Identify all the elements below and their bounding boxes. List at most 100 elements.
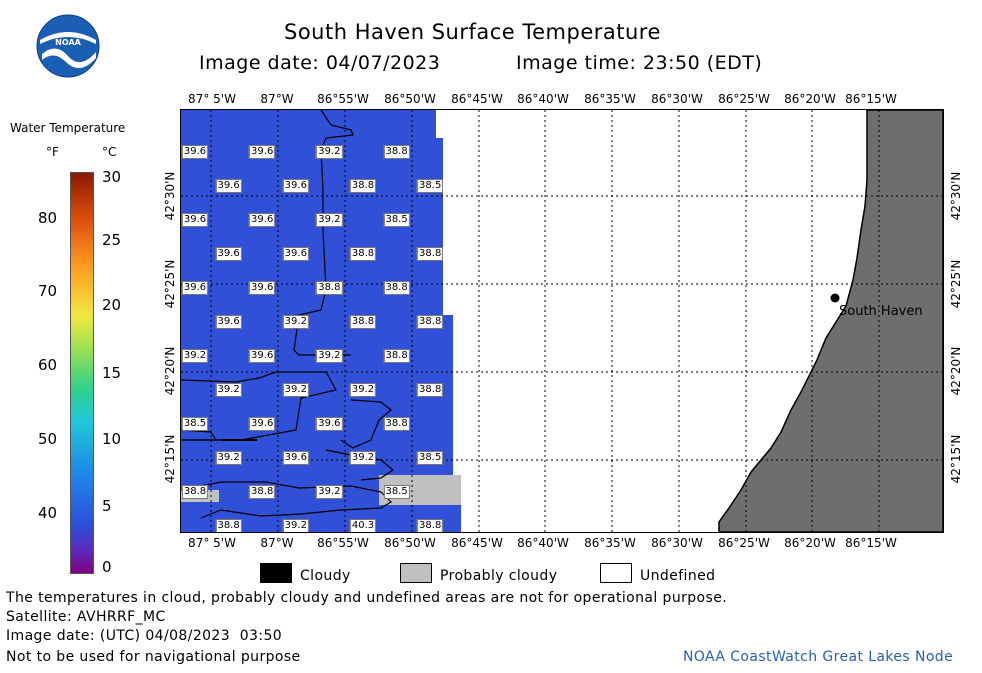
scale-f-tick: 70 <box>38 282 58 300</box>
temperature-value-label: 39.6 <box>316 417 343 431</box>
temperature-value-label: 40.3 <box>349 519 377 532</box>
latitude-label: 42°15'N <box>163 434 177 484</box>
noaa-logo-text: NOAA <box>55 38 81 47</box>
utc-date: Image date: (UTC) 04/08/2023 03:50 <box>6 628 283 644</box>
longitude-label: 86°35'W <box>584 536 636 550</box>
longitude-label: 86°45'W <box>451 536 503 550</box>
temperature-value-label: 38.8 <box>349 315 377 329</box>
temperature-value-label: 38.5 <box>417 179 444 193</box>
probably-cloudy-swatch <box>400 563 432 583</box>
temperature-value-label: 38.8 <box>383 417 410 431</box>
temperature-value-label: 39.6 <box>249 417 276 431</box>
color-scale-bar <box>70 172 94 574</box>
temperature-value-label: 39.2 <box>349 451 377 465</box>
longitude-label: 87°W <box>260 536 294 550</box>
temperature-value-label: 39.2 <box>316 349 343 363</box>
temperature-value-label: 39.6 <box>215 179 242 193</box>
scale-unit-c: °C <box>102 145 117 159</box>
temperature-value-label: 39.2 <box>282 519 309 532</box>
longitude-label: 86°40'W <box>517 92 569 106</box>
scale-f-tick: 40 <box>38 504 58 522</box>
temperature-value-label: 39.6 <box>249 349 276 363</box>
temperature-value-label: 39.2 <box>349 383 377 397</box>
longitude-label: 86°25'W <box>718 92 770 106</box>
satellite-info: Satellite: AVHRRF_MC <box>6 609 166 625</box>
temperature-value-label: 39.2 <box>181 349 209 363</box>
credit-link[interactable]: NOAA CoastWatch Great Lakes Node <box>683 649 954 665</box>
longitude-label: 86°50'W <box>384 536 436 550</box>
longitude-label: 86°35'W <box>584 92 636 106</box>
temperature-value-label: 39.6 <box>282 451 309 465</box>
temperature-value-label: 38.8 <box>349 179 377 193</box>
scale-c-tick: 0 <box>102 558 112 576</box>
temperature-value-label: 38.8 <box>417 383 444 397</box>
longitude-label: 86°15'W <box>845 92 897 106</box>
temperature-value-label: 39.6 <box>181 145 209 159</box>
city-label: South Haven <box>839 304 923 319</box>
navigation-warning: Not to be used for navigational purpose <box>6 649 301 665</box>
scale-f-tick: 60 <box>38 356 58 374</box>
temperature-value-label: 38.5 <box>383 485 410 499</box>
longitude-label: 87° 5'W <box>188 536 236 550</box>
temperature-value-label: 38.8 <box>417 519 444 532</box>
temperature-value-label: 39.6 <box>181 281 209 295</box>
latitude-label: 42°15'N <box>949 434 963 484</box>
longitude-label: 86°50'W <box>384 92 436 106</box>
longitude-label: 86°20'W <box>784 536 836 550</box>
scale-c-tick: 20 <box>102 296 122 314</box>
south-haven-marker <box>830 293 840 303</box>
temperature-value-label: 39.2 <box>316 485 343 499</box>
scale-c-tick: 15 <box>102 364 122 382</box>
temperature-value-label: 39.6 <box>249 281 276 295</box>
temperature-value-label: 38.8 <box>417 315 444 329</box>
map-frame: South Haven 39.6 39.6 39.2 38.8 39.6 39.6 38.8… <box>180 109 944 533</box>
temperature-value-label: 39.2 <box>316 145 343 159</box>
scale-title: Water Temperature <box>10 121 126 135</box>
temperature-value-label: 39.6 <box>249 145 276 159</box>
temperature-value-label: 38.8 <box>383 349 410 363</box>
temperature-value-label: 39.2 <box>282 383 309 397</box>
longitude-label: 86°15'W <box>845 536 897 550</box>
temperature-value-label: 39.2 <box>215 383 242 397</box>
scale-unit-f: °F <box>46 145 59 159</box>
temperature-value-label: 38.8 <box>215 519 242 532</box>
longitude-label: 86°20'W <box>784 92 836 106</box>
scale-f-tick: 80 <box>38 209 58 227</box>
temperature-value-label: 38.5 <box>181 417 209 431</box>
temperature-value-label: 38.5 <box>417 451 444 465</box>
undefined-label: Undefined <box>640 568 716 584</box>
scale-f-tick: 50 <box>38 430 58 448</box>
temperature-value-label: 39.6 <box>249 213 276 227</box>
temperature-value-label: 39.6 <box>215 247 242 261</box>
longitude-label: 86°55'W <box>317 92 369 106</box>
temperature-value-label: 38.8 <box>181 485 209 499</box>
scale-c-tick: 10 <box>102 430 122 448</box>
temperature-value-label: 38.5 <box>383 213 410 227</box>
temperature-value-label: 39.6 <box>282 247 309 261</box>
temperature-value-label: 38.8 <box>316 281 343 295</box>
latitude-label: 42°20'N <box>949 346 963 396</box>
cloudy-swatch <box>260 563 292 583</box>
longitude-label: 86°55'W <box>317 536 369 550</box>
longitude-label: 86°30'W <box>651 536 703 550</box>
land-area <box>718 110 943 532</box>
temperature-value-label: 38.8 <box>349 247 377 261</box>
temperature-value-label: 39.6 <box>215 315 242 329</box>
temperature-value-label: 39.6 <box>282 179 309 193</box>
cloudy-label: Cloudy <box>300 568 351 584</box>
temperature-value-label: 38.8 <box>417 247 444 261</box>
undefined-swatch <box>600 563 632 583</box>
temperature-value-label: 38.8 <box>383 145 410 159</box>
noaa-logo: NOAA <box>36 14 100 78</box>
image-time: Image time: 23:50 (EDT) <box>516 52 763 74</box>
latitude-label: 42°20'N <box>163 346 177 396</box>
scale-c-tick: 5 <box>102 497 112 515</box>
latitude-label: 42°25'N <box>163 259 177 309</box>
latitude-label: 42°25'N <box>949 259 963 309</box>
probably-cloudy-label: Probably cloudy <box>440 568 558 584</box>
temperature-value-label: 38.8 <box>383 281 410 295</box>
image-date: Image date: 04/07/2023 <box>199 52 441 74</box>
disclaimer-note: The temperatures in cloud, probably clou… <box>6 590 728 606</box>
temperature-value-label: 38.8 <box>249 485 276 499</box>
longitude-label: 87°W <box>260 92 294 106</box>
